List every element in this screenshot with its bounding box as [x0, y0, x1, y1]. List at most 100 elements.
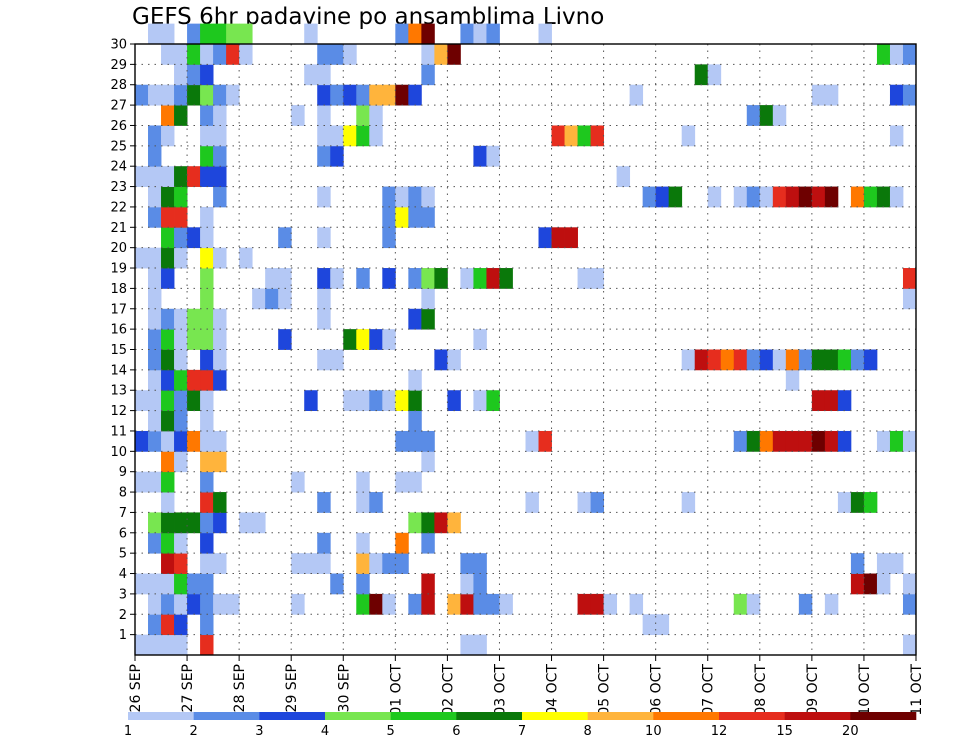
heatmap-cell: [733, 430, 748, 452]
heatmap-cell: [408, 430, 422, 452]
y-tick-label: 18: [110, 282, 127, 297]
heatmap-cell: [408, 23, 422, 45]
heatmap-cell: [824, 430, 839, 452]
y-tick-label: 13: [110, 384, 127, 399]
legend-swatch: [390, 712, 457, 720]
heatmap-cell: [811, 430, 826, 452]
heatmap-cell: [200, 206, 214, 228]
heatmap-cell: [356, 268, 370, 289]
heatmap-cell: [447, 512, 461, 534]
heatmap-cell: [174, 430, 188, 452]
heatmap-cell: [330, 145, 344, 167]
heatmap-cell: [408, 84, 422, 106]
heatmap-cell: [278, 268, 292, 289]
heatmap-cell: [356, 492, 370, 513]
heatmap-cell: [369, 553, 383, 574]
y-tick-label: 10: [110, 445, 127, 460]
heatmap-cell: [135, 390, 149, 411]
heatmap-cell: [278, 227, 292, 249]
heatmap-cell: [395, 186, 409, 208]
heatmap-cell: [317, 288, 331, 310]
heatmap-cell: [174, 390, 188, 411]
heatmap-cell: [200, 64, 214, 86]
heatmap-cell: [226, 44, 240, 65]
heatmap-cell: [161, 390, 175, 411]
x-tick-label: 01 OCT: [388, 664, 404, 716]
heatmap-cell: [239, 247, 253, 269]
legend-swatch: [325, 712, 391, 720]
heatmap-cell: [148, 268, 162, 289]
heatmap-cell: [343, 44, 357, 65]
heatmap-cell: [200, 451, 214, 473]
heatmap-cell: [317, 64, 331, 86]
x-tick-label: 10 OCT: [857, 664, 873, 716]
heatmap-cell: [720, 349, 735, 371]
heatmap-cell: [135, 166, 149, 187]
heatmap-cell: [200, 573, 214, 595]
heatmap-cell: [408, 186, 422, 208]
heatmap-cell: [330, 573, 344, 595]
heatmap-cell: [785, 430, 800, 452]
heatmap-cell: [447, 593, 461, 615]
heatmap-cell: [291, 105, 305, 126]
heatmap-cell: [161, 268, 175, 289]
y-tick-label: 3: [119, 587, 127, 602]
y-tick-label: 15: [110, 343, 127, 358]
heatmap-cell: [135, 84, 149, 106]
heatmap-cell: [330, 125, 344, 147]
heatmap-cell: [369, 125, 383, 147]
heatmap-cell: [148, 634, 162, 656]
y-tick-label: 2: [119, 608, 127, 623]
heatmap-cell: [161, 593, 175, 615]
heatmap-cell: [161, 512, 175, 534]
heatmap-cell: [850, 349, 865, 371]
heatmap-cell: [174, 512, 188, 534]
x-tick-label: 28 SEP: [232, 664, 248, 712]
heatmap-cell: [148, 247, 162, 269]
y-tick-label: 27: [110, 99, 127, 114]
heatmap-cell: [213, 492, 227, 513]
heatmap-cell: [343, 84, 357, 106]
heatmap-cell: [369, 593, 383, 615]
heatmap-cell: [382, 390, 396, 411]
heatmap-cell: [473, 145, 487, 167]
heatmap-cell: [564, 125, 578, 147]
heatmap-cell: [161, 349, 175, 371]
heatmap-cell: [135, 430, 149, 452]
heatmap-cell: [239, 512, 253, 534]
heatmap-cell: [200, 145, 214, 167]
heatmap-cell: [421, 268, 435, 289]
heatmap-cell: [213, 247, 227, 269]
heatmap-cell: [161, 471, 175, 493]
heatmap-cell: [473, 593, 487, 615]
heatmap-cell: [174, 227, 188, 249]
x-tick-label: 29 SEP: [284, 664, 300, 712]
heatmap-cell: [889, 430, 904, 452]
heatmap-cell: [837, 430, 852, 452]
heatmap-cell: [161, 206, 175, 228]
heatmap-cell: [161, 186, 175, 208]
heatmap-cells: [135, 23, 917, 656]
legend-threshold-label: 10: [645, 724, 662, 739]
heatmap-cell: [772, 349, 787, 371]
heatmap-cell: [200, 268, 214, 289]
heatmap-cell: [187, 329, 201, 350]
x-tick-label: 02 OCT: [440, 664, 456, 716]
heatmap-cell: [486, 593, 500, 615]
heatmap-cell: [785, 369, 800, 391]
heatmap-cell: [395, 23, 409, 45]
y-tick-label: 4: [119, 567, 127, 582]
heatmap-cell: [213, 593, 227, 615]
heatmap-cell: [694, 349, 709, 371]
x-tick-label: 09 OCT: [805, 664, 821, 716]
heatmap-cell: [174, 614, 188, 636]
heatmap-cell: [863, 349, 878, 371]
heatmap-cell: [434, 349, 448, 371]
heatmap-cell: [356, 593, 370, 615]
heatmap-cell: [811, 186, 826, 208]
legend-swatch: [456, 712, 523, 720]
heatmap-cell: [161, 105, 175, 126]
heatmap-cell: [369, 105, 383, 126]
heatmap-cell: [148, 430, 162, 452]
